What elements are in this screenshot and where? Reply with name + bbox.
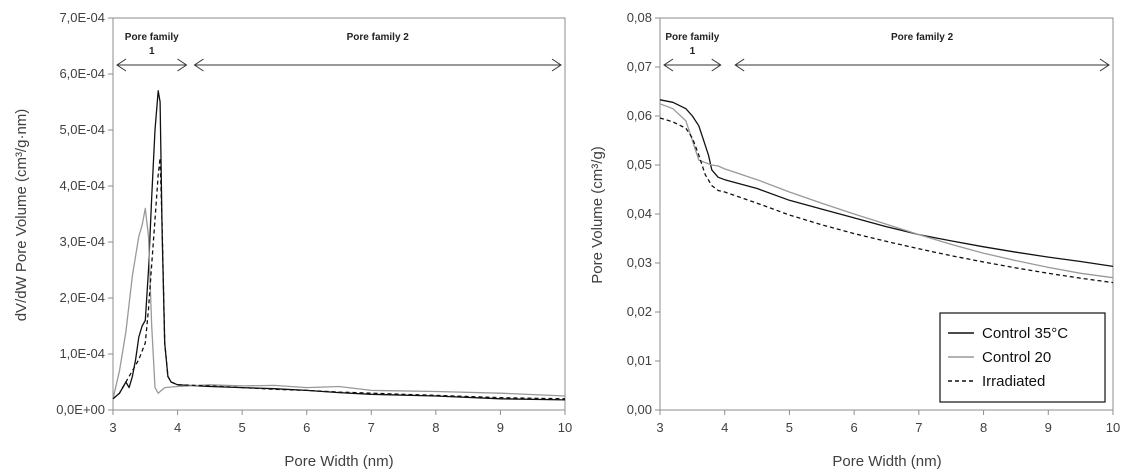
chart0-y-tick-label: 3,0E-04: [59, 234, 105, 249]
chart0-family-0-arrowhead-left: [116, 58, 127, 72]
chart1-y-tick-label: 0,03: [627, 255, 652, 270]
chart1-series-2-line: [659, 117, 1114, 284]
chart1-series-0-line: [659, 99, 1114, 268]
chart0-series-1-line: [112, 207, 566, 399]
chart0-family-1-arrowhead-right: [551, 58, 562, 72]
chart1-y-tick-label: 0,08: [627, 10, 652, 25]
chart1-family-1-arrowhead-left: [734, 58, 745, 72]
chart1-x-tick-label: 3: [656, 420, 663, 435]
chart0-x-tick-label: 3: [109, 420, 116, 435]
chart0-y-tick-label: 4,0E-04: [59, 178, 105, 193]
chart1-x-tick-label: 9: [1045, 420, 1052, 435]
chart1-x-tick-label: 8: [980, 420, 987, 435]
chart1-x-tick-label: 5: [786, 420, 793, 435]
chart0-series-2-line: [112, 157, 566, 400]
chart0-y-tick-label: 5,0E-04: [59, 122, 105, 137]
chart0-xlabel: Pore Width (nm): [284, 453, 393, 470]
chart1-family-0-label: Pore family: [665, 32, 719, 43]
chart0-y-tick-label: 0,0E+00: [56, 402, 105, 417]
chart0-family-0-label-line2: 1: [149, 46, 155, 57]
chart1-y-tick-label: 0,05: [627, 157, 652, 172]
chart1-family-1-label: Pore family 2: [891, 32, 954, 43]
chart1-x-tick-label: 10: [1106, 420, 1120, 435]
chart1-xlabel: Pore Width (nm): [832, 453, 941, 470]
chart1-family-0-arrowhead-left: [663, 58, 674, 72]
chart0-x-tick-label: 8: [432, 420, 439, 435]
chart1-family-0-arrowhead-right: [711, 58, 722, 72]
chart0-x-tick-label: 4: [174, 420, 181, 435]
chart0-family-1-arrowhead-left: [193, 58, 204, 72]
chart1-x-tick-label: 7: [915, 420, 922, 435]
chart0-y-tick-label: 1,0E-04: [59, 346, 105, 361]
chart0-ylabel: dV/dW Pore Volume (cm³/g·nm): [13, 109, 30, 322]
chart1-family-1-arrowhead-right: [1099, 58, 1110, 72]
chart1-x-tick-label: 6: [851, 420, 858, 435]
chart0-x-tick-label: 7: [368, 420, 375, 435]
chart0-series-0-line: [112, 90, 566, 401]
chart1-series-1-line: [659, 103, 1114, 279]
chart0-plot-area: [112, 17, 566, 411]
chart1-x-tick-label: 4: [721, 420, 728, 435]
chart1-ylabel: Pore Volume (cm³/g): [589, 146, 606, 284]
chart0-x-tick-label: 10: [558, 420, 572, 435]
chart1-legend: Control 35°C Control 20 Irradiated: [939, 312, 1106, 403]
chart1-y-tick-label: 0,02: [627, 304, 652, 319]
chart-pore-volume: Pore Volume (cm³/g) Pore Width (nm) 0,00…: [589, 10, 1120, 470]
chart1-y-tick-label: 0,06: [627, 108, 652, 123]
chart0-family-0-arrowhead-right: [177, 58, 188, 72]
chart0-y-tick-label: 7,0E-04: [59, 10, 105, 25]
chart0-y-tick-label: 6,0E-04: [59, 66, 105, 81]
chart1-y-tick-label: 0,07: [627, 59, 652, 74]
chart1-y-tick-label: 0,01: [627, 353, 652, 368]
chart1-family-0-label-line2: 1: [690, 46, 696, 57]
chart0-x-tick-label: 9: [497, 420, 504, 435]
legend-label-2: Irradiated: [982, 373, 1045, 390]
chart1-y-tick-label: 0,00: [627, 402, 652, 417]
chart0-x-tick-label: 5: [239, 420, 246, 435]
chart0-y-tick-label: 2,0E-04: [59, 290, 105, 305]
chart0-family-1-label: Pore family 2: [347, 32, 410, 43]
chart-dv-dw: dV/dW Pore Volume (cm³/g·nm) Pore Width …: [13, 10, 572, 470]
chart1-y-tick-label: 0,04: [627, 206, 652, 221]
legend-label-0: Control 35°C: [982, 325, 1068, 342]
chart0-family-0-label: Pore family: [125, 32, 179, 43]
chart0-x-tick-label: 6: [303, 420, 310, 435]
legend-label-1: Control 20: [982, 349, 1051, 366]
